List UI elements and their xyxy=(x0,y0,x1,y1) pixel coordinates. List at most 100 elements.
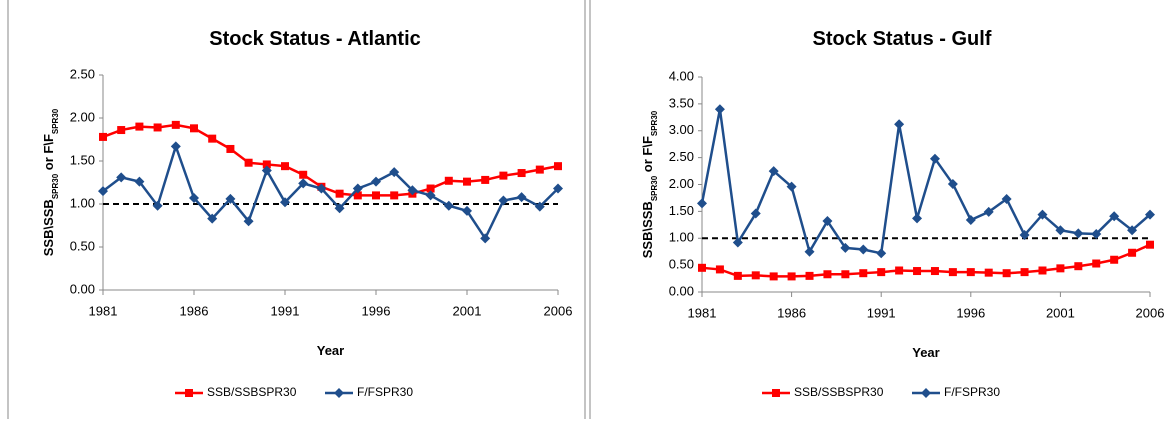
series-line xyxy=(102,142,559,241)
y-tick-label: 1.50 xyxy=(669,203,694,218)
data-point xyxy=(425,190,436,201)
data-point xyxy=(1146,240,1154,249)
x-tick-label: 1991 xyxy=(271,303,300,318)
data-point xyxy=(948,268,957,277)
data-point xyxy=(1073,228,1084,239)
x-tick-label: 1981 xyxy=(688,305,717,320)
data-point xyxy=(426,184,435,193)
data-point xyxy=(983,206,994,217)
data-point xyxy=(750,208,761,219)
data-point xyxy=(225,193,236,204)
data-point xyxy=(913,267,922,276)
y-tick-label: 2.50 xyxy=(70,66,95,81)
y-axis-title: SSB\SSBSPR30 or F\FSPR30 xyxy=(41,108,60,256)
data-point xyxy=(281,162,289,171)
data-point xyxy=(930,267,939,276)
legend-marker xyxy=(921,388,931,398)
data-point xyxy=(444,176,453,185)
data-point xyxy=(262,160,271,169)
data-point xyxy=(517,169,526,178)
data-point xyxy=(984,268,993,277)
data-point xyxy=(171,120,180,129)
data-point xyxy=(299,170,308,179)
data-point xyxy=(1109,211,1120,222)
data-point xyxy=(498,195,509,206)
y-tick-label: 2.00 xyxy=(70,109,95,124)
y-axis-title-part: or F\F xyxy=(41,134,56,174)
series-line xyxy=(701,243,1151,278)
data-point xyxy=(1091,228,1102,239)
data-point xyxy=(1092,259,1101,268)
data-point xyxy=(733,271,742,280)
data-point xyxy=(443,200,454,211)
data-point xyxy=(335,189,344,198)
data-point xyxy=(554,162,562,171)
data-point xyxy=(207,213,218,224)
data-point xyxy=(698,263,706,272)
data-point xyxy=(1037,209,1048,220)
y-axis-title-part: SPR30 xyxy=(650,110,659,136)
y-axis-title-part: SPR30 xyxy=(51,108,60,134)
y-axis-title-part: SSB\SSB xyxy=(41,199,56,256)
data-point xyxy=(876,248,887,259)
legend-marker xyxy=(334,388,344,398)
data-point xyxy=(117,126,126,135)
y-tick-label: 0.00 xyxy=(70,281,95,296)
y-tick-label: 0.50 xyxy=(669,257,694,272)
x-tick-label: 2001 xyxy=(1046,305,1075,320)
data-point xyxy=(135,122,144,131)
y-tick-label: 3.00 xyxy=(669,122,694,137)
data-point xyxy=(170,141,181,152)
data-point xyxy=(787,272,796,281)
data-point xyxy=(371,176,381,187)
data-point xyxy=(1110,255,1119,264)
y-tick-label: 1.50 xyxy=(70,152,95,167)
data-point xyxy=(912,213,923,224)
x-tick-label: 2001 xyxy=(453,303,482,318)
y-tick-label: 0.00 xyxy=(669,283,694,298)
y-tick-label: 4.00 xyxy=(669,68,694,83)
data-point xyxy=(947,178,958,189)
data-point xyxy=(859,269,868,278)
data-point xyxy=(463,177,471,186)
data-point xyxy=(715,265,724,274)
y-tick-label: 1.00 xyxy=(70,195,95,210)
data-point xyxy=(516,192,527,203)
data-point xyxy=(823,270,832,279)
data-point xyxy=(481,175,490,184)
data-point xyxy=(316,183,327,194)
chart-title: Stock Status - Atlantic xyxy=(209,28,421,50)
data-point xyxy=(805,271,814,280)
data-point xyxy=(298,178,309,189)
data-point xyxy=(877,268,886,277)
legend-label: F/FSPR30 xyxy=(357,385,413,399)
data-point xyxy=(751,271,760,280)
y-axis-title-part: or F\F xyxy=(640,136,655,176)
data-point xyxy=(243,216,254,227)
data-point xyxy=(98,186,108,197)
data-point xyxy=(480,233,491,244)
data-point xyxy=(895,266,904,275)
data-point xyxy=(334,203,345,214)
x-axis-title: Year xyxy=(317,343,344,358)
y-axis-title-part: SSB\SSB xyxy=(640,201,655,258)
data-point xyxy=(499,171,508,180)
legend-marker xyxy=(772,389,780,397)
data-point xyxy=(190,124,198,133)
legend-label: SSB/SSBSPR30 xyxy=(207,385,297,399)
series-line xyxy=(700,109,1151,255)
data-point xyxy=(353,191,362,200)
data-point xyxy=(929,153,940,164)
chart-title: Stock Status - Gulf xyxy=(813,28,992,50)
data-point xyxy=(697,198,707,209)
data-point xyxy=(535,165,544,174)
data-point xyxy=(99,132,107,141)
x-tick-label: 2006 xyxy=(544,303,573,318)
data-point xyxy=(261,165,272,176)
y-axis-title: SSB\SSBSPR30 or F\FSPR30 xyxy=(640,110,659,258)
data-point xyxy=(389,167,400,178)
data-point xyxy=(153,123,162,132)
data-point xyxy=(553,183,563,194)
data-point xyxy=(1019,230,1030,241)
data-point xyxy=(841,270,850,279)
